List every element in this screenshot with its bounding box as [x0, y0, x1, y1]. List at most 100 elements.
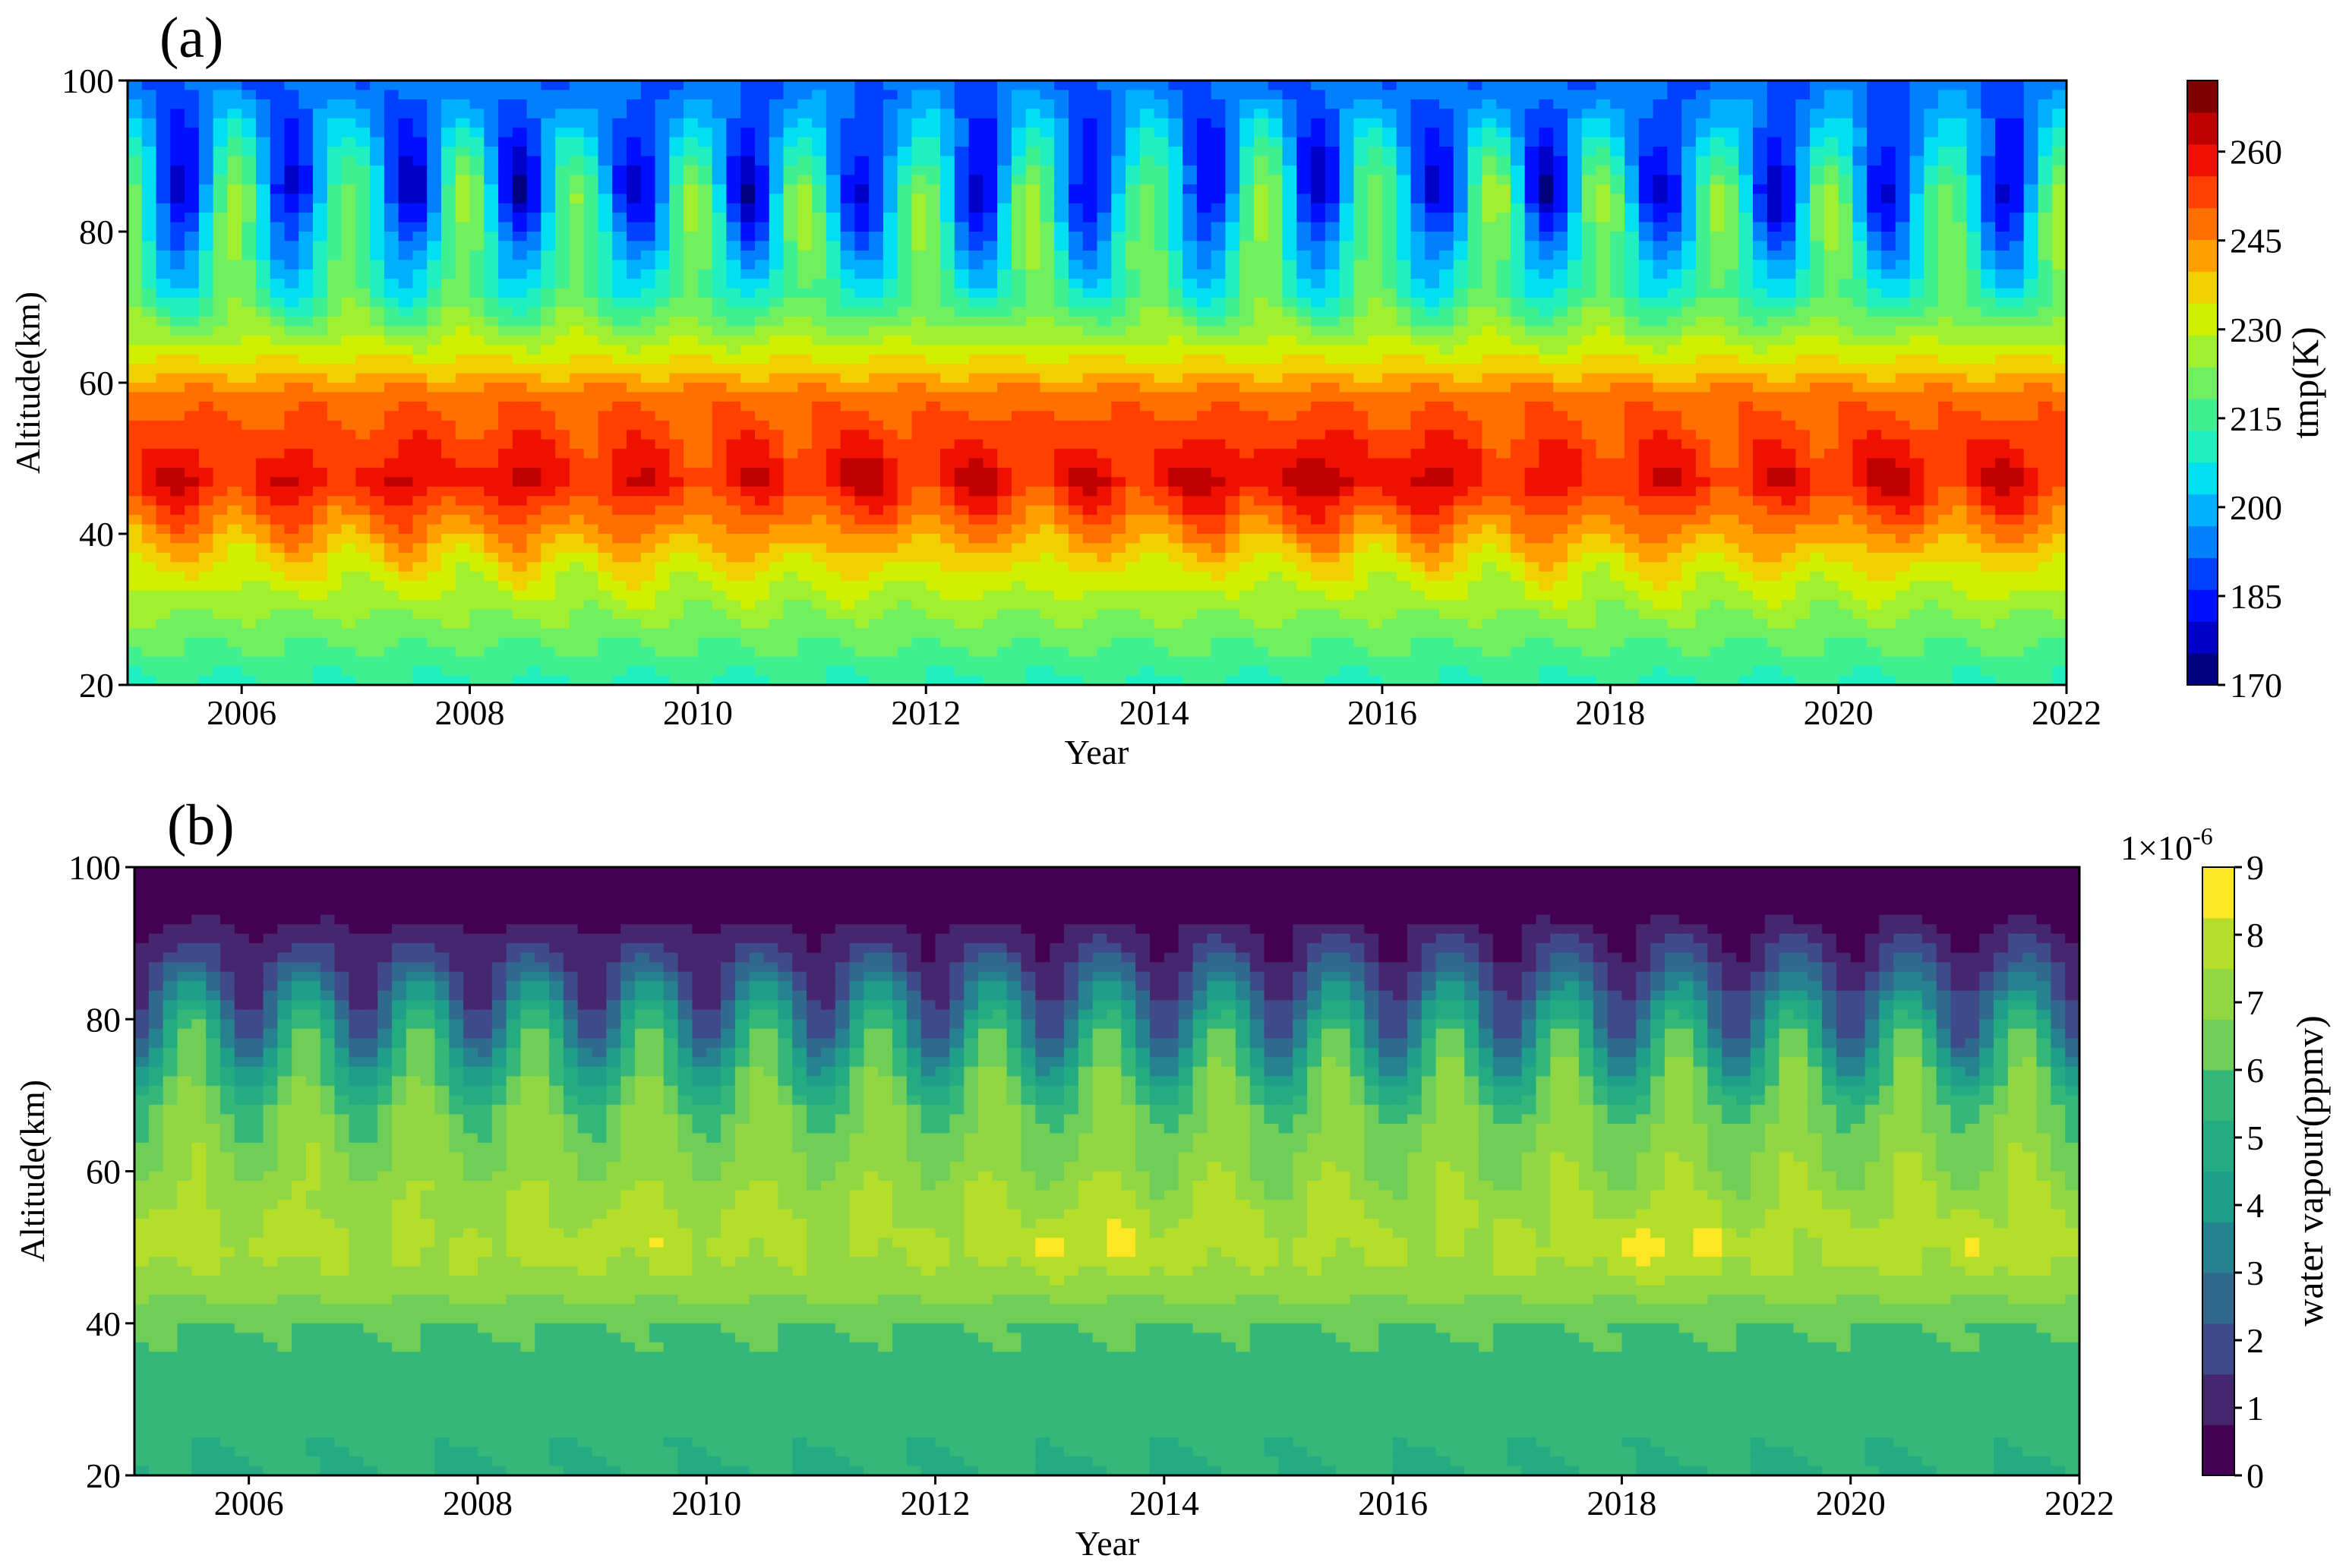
contour-cell — [826, 241, 841, 251]
contour-cell — [1139, 534, 1155, 544]
contour-cell — [926, 156, 941, 166]
contour-cell — [384, 534, 399, 544]
contour-cell — [1168, 203, 1183, 213]
contour-cell — [327, 373, 343, 383]
contour-cell — [569, 449, 585, 459]
contour-cell — [242, 128, 257, 138]
contour-cell — [170, 496, 185, 506]
contour-cell — [185, 571, 200, 582]
contour-cell — [1225, 401, 1240, 412]
contour-cell — [740, 307, 756, 317]
contour-cell — [141, 505, 157, 516]
contour-cell — [270, 562, 286, 573]
contour-cell — [840, 90, 856, 100]
contour-cell — [198, 288, 214, 298]
contour-cell — [1211, 534, 1227, 544]
contour-cell — [242, 137, 257, 147]
contour-cell — [227, 609, 242, 620]
contour-cell — [185, 279, 200, 289]
contour-cell — [255, 118, 271, 128]
contour-cell — [869, 345, 884, 355]
contour-cell — [783, 430, 798, 440]
contour-cell — [327, 345, 343, 355]
contour-cell — [911, 552, 927, 563]
contour-cell — [255, 562, 271, 573]
contour-cell — [284, 467, 299, 478]
contour-cell — [854, 345, 870, 355]
contour-cell — [128, 232, 143, 242]
contour-cell — [1126, 184, 1141, 194]
contour-cell — [498, 392, 513, 402]
contour-cell — [869, 515, 884, 525]
contour-cell — [1040, 647, 1055, 658]
contour-cell — [968, 194, 984, 204]
contour-cell — [1054, 298, 1069, 308]
contour-cell — [769, 439, 785, 450]
contour-cell — [612, 496, 627, 506]
contour-cell — [455, 298, 471, 308]
contour-cell — [141, 562, 157, 573]
contour-cell — [327, 581, 343, 592]
contour-cell — [213, 496, 229, 506]
contour-cell — [270, 99, 286, 110]
contour-cell — [128, 345, 143, 355]
contour-cell — [469, 90, 485, 100]
contour-cell — [797, 562, 813, 573]
contour-cell — [797, 250, 813, 261]
contour-cell — [612, 420, 627, 431]
contour-cell — [612, 184, 627, 194]
contour-cell — [128, 467, 143, 478]
contour-cell — [655, 562, 671, 573]
contour-cell — [583, 316, 599, 327]
contour-cell — [185, 401, 200, 412]
contour-cell — [469, 486, 485, 497]
contour-cell — [227, 288, 242, 298]
contour-cell — [1168, 316, 1183, 327]
contour-cell — [854, 505, 870, 516]
contour-cell — [669, 80, 684, 91]
contour-cell — [1068, 420, 1084, 431]
contour-cell — [655, 203, 671, 213]
contour-cell — [612, 175, 627, 185]
contour-cell — [954, 571, 970, 582]
contour-cell — [412, 477, 428, 487]
contour-cell — [370, 486, 385, 497]
contour-cell — [726, 401, 741, 412]
contour-cell — [398, 354, 414, 364]
contour-cell — [284, 477, 299, 487]
contour-cell — [598, 241, 613, 251]
contour-cell — [1182, 373, 1198, 383]
contour-cell — [541, 279, 556, 289]
contour-cell — [440, 637, 456, 648]
contour-cell — [569, 184, 585, 194]
contour-cell — [783, 194, 798, 204]
contour-cell — [627, 637, 642, 648]
contour-cell — [355, 156, 371, 166]
contour-cell — [213, 137, 229, 147]
contour-cell — [384, 467, 399, 478]
contour-cell — [1211, 562, 1227, 573]
contour-cell — [1168, 383, 1183, 393]
contour-cell — [1025, 666, 1041, 677]
contour-cell — [198, 618, 214, 629]
contour-cell — [812, 194, 827, 204]
contour-cell — [1225, 194, 1240, 204]
contour-cell — [640, 581, 656, 592]
contour-cell — [213, 279, 229, 289]
contour-cell — [669, 420, 684, 431]
contour-cell — [141, 675, 157, 685]
contour-cell — [398, 364, 414, 374]
contour-cell — [484, 628, 499, 639]
contour-cell — [156, 147, 172, 157]
contour-cell — [498, 515, 513, 525]
contour-cell — [569, 430, 585, 440]
contour-cell — [227, 109, 242, 119]
contour-cell — [954, 647, 970, 658]
contour-cell — [726, 128, 741, 138]
contour-cell — [1196, 203, 1212, 213]
contour-cell — [655, 335, 671, 345]
contour-cell — [684, 515, 699, 525]
contour-cell — [1111, 335, 1126, 345]
contour-cell — [455, 213, 471, 223]
contour-cell — [983, 600, 998, 610]
